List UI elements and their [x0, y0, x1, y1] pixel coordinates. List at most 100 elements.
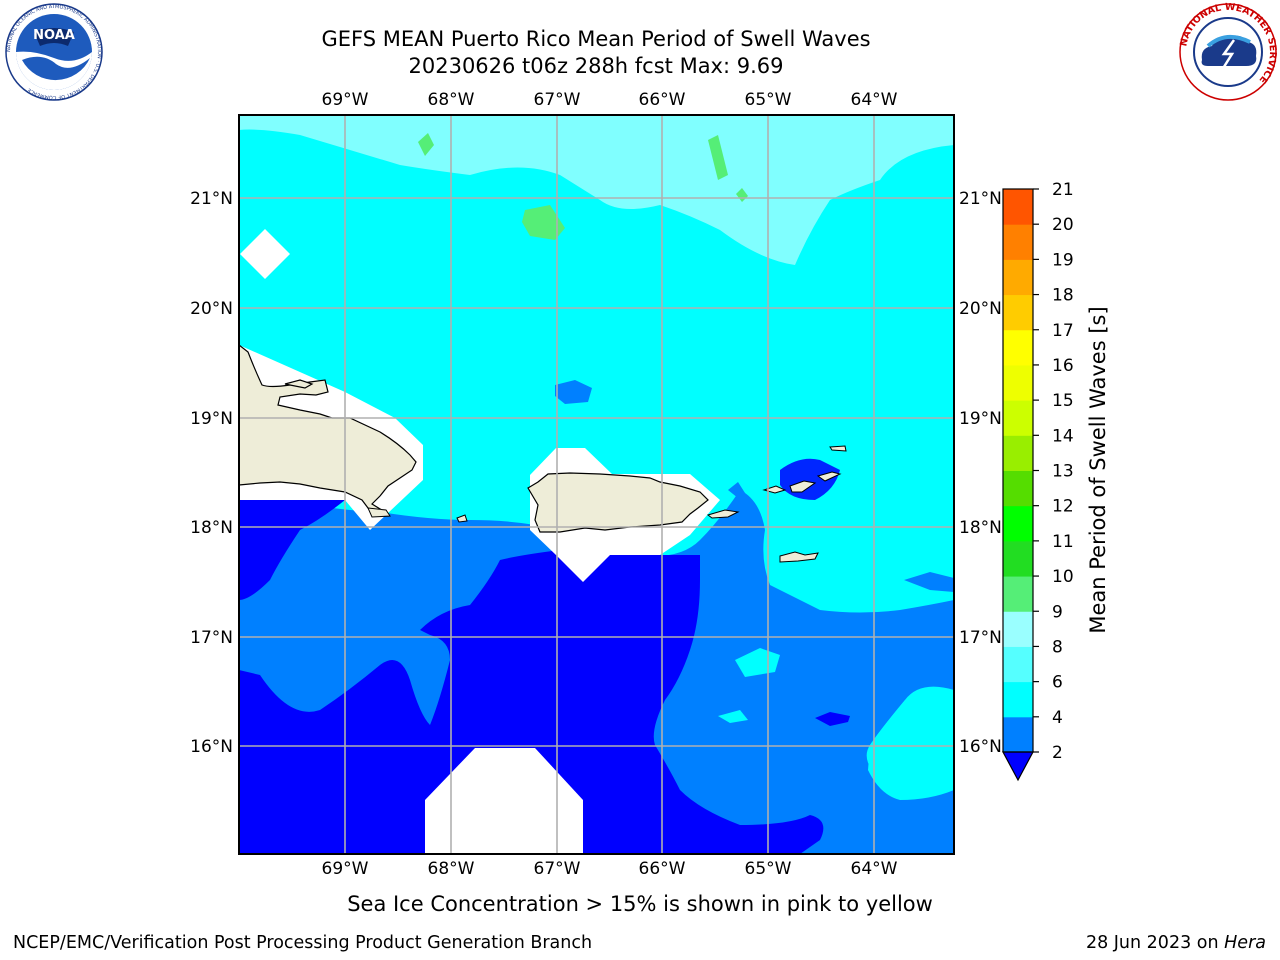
colorbar-segment	[1003, 329, 1033, 366]
colorbar-segment	[1003, 259, 1033, 296]
land-puerto-rico	[527, 472, 709, 533]
land-tortola	[789, 480, 817, 493]
colorbar-segment	[1003, 294, 1033, 331]
colorbar-tick-label: 14	[1052, 426, 1074, 446]
lat-label-right: 21°N	[959, 189, 1002, 209]
lon-label-top: 69°W	[322, 90, 369, 110]
colorbar-tick-label: 11	[1052, 532, 1074, 552]
swell-2-4s-region-south	[239, 550, 824, 854]
swell-10-11s-patch-c	[418, 133, 434, 156]
colorbar-tick-label: 10	[1052, 567, 1074, 587]
lat-label-right: 17°N	[959, 628, 1002, 648]
swell-2-4s-patch-east	[815, 712, 850, 726]
colorbar-segment	[1003, 224, 1033, 260]
swell-6-8s-patch-south-b	[718, 710, 748, 723]
colorbar-tick-label: 13	[1052, 462, 1074, 482]
chart-subtitle: 20230626 t06z 288h fcst Max: 9.69	[408, 54, 784, 78]
sea-ice-note: Sea Ice Concentration > 15% is shown in …	[347, 892, 933, 916]
colorbar-segment	[1003, 576, 1033, 612]
colorbar-tick-label: 19	[1052, 250, 1074, 270]
colorbar-segment	[1003, 470, 1033, 507]
latitude-labels-right: 21°N 20°N 19°N 18°N 17°N 16°N	[959, 189, 1002, 757]
no-data-region-northwest	[240, 229, 290, 279]
lon-label-top: 68°W	[428, 90, 475, 110]
land-hispaniola-peninsula	[284, 379, 314, 389]
lat-label-right: 18°N	[959, 518, 1002, 538]
colorbar-segment	[1003, 189, 1033, 225]
lon-label-bottom: 68°W	[428, 859, 475, 879]
colorbar-segment	[1003, 611, 1033, 647]
map-frame	[238, 114, 955, 855]
colorbar-tick-label: 4	[1052, 708, 1063, 728]
colorbar-tick-label: 20	[1052, 215, 1074, 235]
swell-8-9s-region	[239, 115, 954, 265]
lon-label-bottom: 69°W	[322, 859, 369, 879]
map-plot-area	[239, 115, 954, 854]
colorbar-segment	[1003, 435, 1033, 471]
noaa-logo-text: NOAA	[33, 28, 75, 43]
lat-label-right: 20°N	[959, 299, 1002, 319]
colorbar-tick-label: 18	[1052, 286, 1074, 306]
land-hispaniola	[239, 344, 417, 517]
lat-label-left: 18°N	[190, 518, 233, 538]
lat-label-left: 20°N	[190, 299, 233, 319]
latitude-labels-left: 21°N 20°N 19°N 18°N 17°N 16°N	[190, 189, 233, 757]
colorbar-tick-label: 15	[1052, 391, 1074, 411]
colorbar-tick-label: 21	[1052, 180, 1074, 200]
footer-host: Hera	[1224, 933, 1266, 953]
land-st-thomas	[762, 485, 787, 494]
footer-date: 28 Jun 2023 on Hera	[1086, 933, 1266, 953]
lon-label-bottom: 64°W	[851, 859, 898, 879]
swell-10-11s-patch-a	[522, 205, 565, 240]
lon-label-top: 65°W	[745, 90, 792, 110]
lat-label-left: 19°N	[190, 409, 233, 429]
colorbar-segment	[1003, 646, 1033, 683]
lat-label-left: 21°N	[190, 189, 233, 209]
colorbar-extend-triangle	[1001, 751, 1035, 782]
colorbar-tick-label: 9	[1052, 602, 1063, 622]
no-data-region-south	[425, 748, 583, 854]
lon-label-bottom: 67°W	[534, 859, 581, 879]
colorbar-tick-label: 16	[1052, 356, 1074, 376]
colorbar-tick-label: 6	[1052, 673, 1063, 693]
lat-label-left: 16°N	[190, 737, 233, 757]
colorbar-tick-label: 12	[1052, 497, 1074, 517]
colorbar-tick-label: 8	[1052, 637, 1063, 657]
lat-label-right: 16°N	[959, 737, 1002, 757]
lon-label-top: 66°W	[639, 90, 686, 110]
swell-6-8s-patch-southeast	[868, 690, 954, 800]
land-anegada	[829, 445, 847, 452]
land-st-croix	[779, 551, 819, 563]
lat-label-left: 17°N	[190, 628, 233, 648]
colorbar-tick-label: 2	[1052, 743, 1063, 763]
land-mona	[367, 507, 391, 518]
colorbar-segment	[1003, 716, 1033, 753]
colorbar-title: Mean Period of Swell Waves [s]	[1086, 306, 1110, 633]
colorbar-segment	[1003, 681, 1033, 718]
footer-date-text: 28 Jun 2023 on	[1085, 933, 1225, 953]
map-gridlines	[239, 115, 954, 854]
lon-label-bottom: 66°W	[639, 859, 686, 879]
colorbar: 2 4 6 8 9 10 11 12 13 14 15 16 17 18 19 20 21	[1001, 180, 1074, 782]
land-vieques	[706, 509, 740, 519]
longitude-labels-bottom: 69°W 68°W 67°W 66°W 65°W 64°W	[322, 859, 898, 879]
lon-label-bottom: 65°W	[745, 859, 792, 879]
colorbar-segment	[1003, 540, 1033, 577]
nws-logo: NATIONAL WEATHER SERVICE	[1178, 2, 1278, 101]
colorbar-segment	[1003, 505, 1033, 542]
land-virgin-gorda	[816, 471, 842, 482]
swell-4-6s-patch-east-b	[728, 482, 745, 498]
swell-10-11s-patch-b	[708, 135, 728, 180]
colorbar-segment	[1003, 400, 1033, 436]
lon-label-top: 64°W	[851, 90, 898, 110]
swell-4-6s-patch-north	[555, 380, 592, 404]
swell-4-6s-patch-east-a	[904, 572, 954, 592]
noaa-logo: NOAA NATIONAL OCEANIC AND ATMOSPHERIC AD…	[5, 3, 103, 101]
swell-2-4s-region	[239, 500, 345, 600]
colorbar-segment	[1003, 364, 1033, 401]
lon-label-top: 67°W	[534, 90, 581, 110]
footer-credit: NCEP/EMC/Verification Post Processing Pr…	[13, 933, 593, 953]
longitude-labels-top: 69°W 68°W 67°W 66°W 65°W 64°W	[322, 90, 898, 110]
colorbar-tick-label: 17	[1052, 321, 1074, 341]
